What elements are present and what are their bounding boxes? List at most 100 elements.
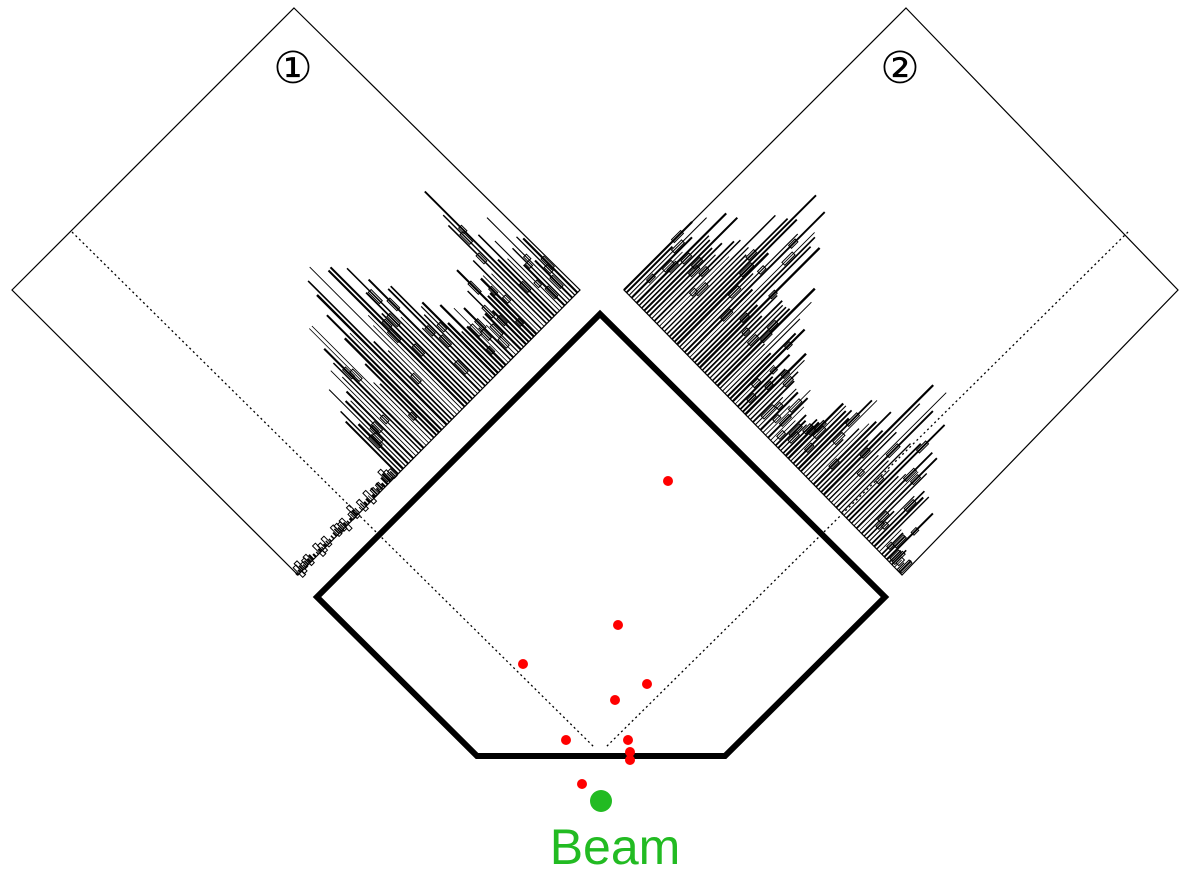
histogram-box (812, 425, 827, 440)
histogram-bar (321, 546, 325, 550)
histogram-box (436, 321, 448, 333)
histogram-bar (894, 559, 903, 568)
histogram-box (774, 401, 784, 411)
histogram-bar (379, 383, 435, 439)
histogram-box (690, 256, 704, 270)
histogram-box (481, 304, 496, 319)
histogram-bar (656, 239, 741, 325)
histogram-bar (661, 214, 776, 330)
histogram-bar (726, 352, 772, 397)
histogram-bar (858, 471, 919, 532)
histogram-bar (491, 273, 545, 327)
histogram-box (759, 330, 773, 344)
histogram-box (781, 251, 796, 266)
histogram-box (549, 274, 564, 290)
histogram-bar (835, 410, 934, 509)
histogram-bar (671, 194, 817, 340)
histogram-bar (326, 314, 443, 431)
histogram-bar (477, 234, 558, 314)
histogram-box (386, 468, 398, 480)
histogram-box (338, 517, 353, 532)
histogram-box (856, 468, 866, 478)
histogram-box (544, 285, 559, 300)
histogram-bar (643, 216, 739, 312)
histogram-bar (706, 300, 783, 377)
histogram-bar (332, 531, 338, 537)
histogram-box (302, 553, 315, 567)
histogram-box (782, 375, 795, 388)
histogram-bar (868, 495, 915, 542)
histogram-bar (311, 325, 430, 444)
chamber-outline (312, 309, 890, 759)
histogram-bar (722, 301, 812, 392)
histogram-bar (387, 350, 455, 418)
histogram-box (371, 431, 384, 445)
histogram-bar (679, 273, 754, 348)
histogram-bar (478, 327, 512, 361)
histogram-bar (373, 340, 453, 421)
histogram-box (474, 318, 487, 331)
histogram-bar (373, 382, 432, 441)
histogram-box (438, 334, 453, 348)
histogram-bar (659, 256, 730, 327)
histogram-bar (822, 384, 934, 496)
histogram-box (381, 318, 393, 330)
histogram-bar (812, 420, 877, 486)
histogram-box (386, 297, 401, 312)
histogram-box (803, 442, 815, 454)
histogram-bar (534, 259, 574, 299)
histogram-box (828, 458, 840, 470)
histogram-bar (704, 315, 763, 374)
histogram-bar (719, 343, 766, 389)
histogram-bar (716, 287, 816, 387)
histogram-bar (333, 528, 340, 535)
histogram-bar (784, 421, 820, 457)
histogram-box (766, 319, 779, 332)
histogram-bar (467, 290, 525, 348)
histogram-box (806, 425, 817, 436)
histogram-box (540, 255, 555, 271)
histogram-box (694, 281, 709, 297)
histogram-bar (635, 212, 727, 304)
histogram-box (756, 265, 767, 275)
hit-point (625, 755, 635, 765)
histogram-bar (767, 397, 809, 439)
histogram-bar (762, 405, 791, 433)
histogram-box (874, 474, 885, 485)
panel-2-projection-line (604, 231, 1129, 749)
histogram-bar (328, 389, 407, 467)
histogram-bar (494, 240, 563, 309)
histogram-box (886, 541, 895, 551)
histogram-box (362, 489, 378, 505)
histogram-box (877, 510, 890, 524)
histogram-bar (523, 263, 566, 307)
histogram-bar (367, 314, 463, 410)
histogram-bar (346, 520, 350, 524)
histogram-bar (390, 285, 489, 384)
histogram-bar (724, 318, 801, 395)
histogram-bar (792, 410, 847, 465)
histogram-bar (453, 307, 509, 363)
histogram-box (859, 447, 871, 459)
histogram-bar (623, 221, 693, 291)
histogram-bar (303, 560, 309, 566)
histogram-bar (337, 526, 343, 532)
panel-2-histogram (623, 194, 947, 574)
histogram-bar (442, 214, 550, 322)
histogram-bar (330, 535, 335, 540)
histogram-bar (315, 551, 319, 555)
histogram-bar (742, 368, 787, 413)
histogram-bar (302, 564, 307, 568)
histogram-bar (871, 490, 926, 545)
histogram-bar (507, 258, 560, 312)
histogram-box (783, 341, 793, 351)
histogram-bar (381, 312, 471, 402)
histogram-box (741, 327, 751, 337)
panel-2-label: ② (880, 43, 919, 94)
histogram-box (370, 421, 384, 434)
histogram-bar (759, 391, 799, 431)
histogram-bar (747, 359, 805, 418)
histogram-box (910, 526, 920, 536)
histogram-bar (843, 469, 890, 516)
histogram-box (666, 260, 680, 274)
